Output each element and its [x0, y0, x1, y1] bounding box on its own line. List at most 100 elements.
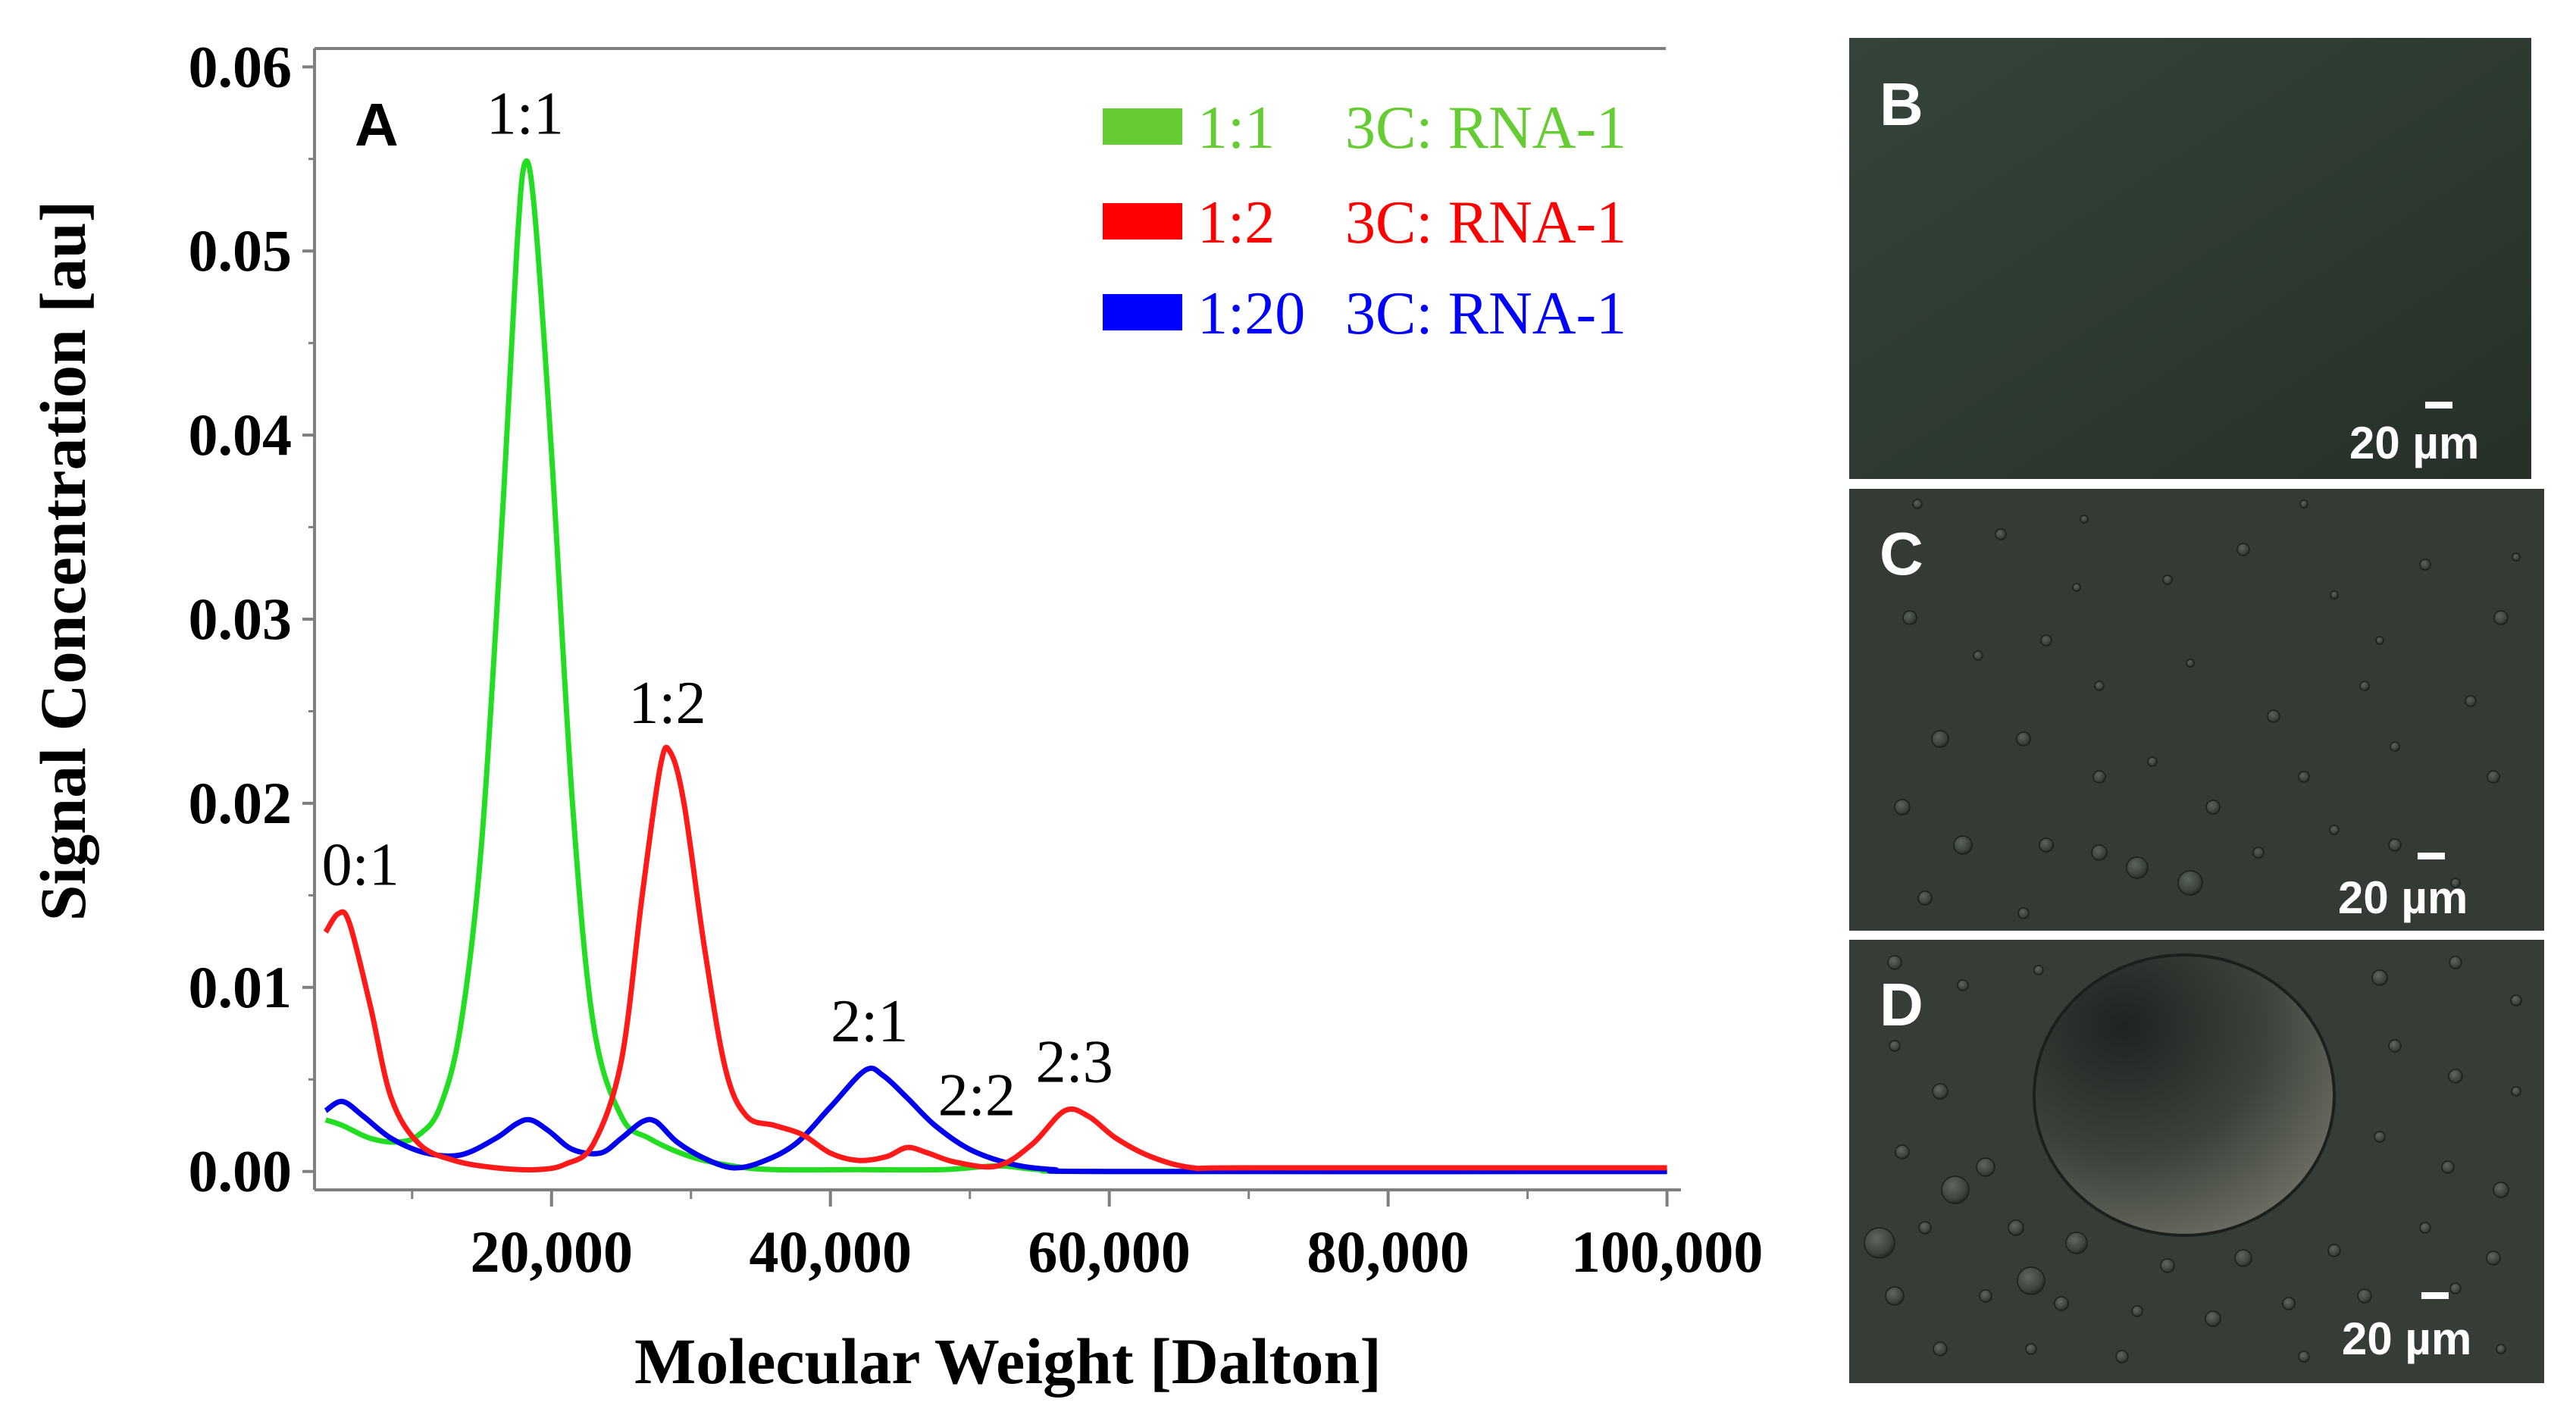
droplet [1979, 1289, 1992, 1303]
droplet [2177, 870, 2203, 896]
droplet [2493, 610, 2509, 625]
micrograph-d: D 20 µm [1849, 940, 2544, 1383]
droplet [2298, 1351, 2310, 1363]
micrograph-b: B 20 µm [1849, 38, 2531, 479]
micrograph-b-scale-bar [2425, 402, 2452, 408]
droplet [2072, 583, 2081, 592]
droplet [2234, 1249, 2252, 1267]
micrograph-c-image [1849, 489, 2544, 931]
droplet [1973, 650, 1983, 661]
droplet [1957, 979, 1969, 991]
droplet [1912, 499, 1923, 509]
legend-swatch-1-20 [1103, 294, 1182, 330]
micrograph-b-label: B [1880, 70, 1923, 138]
micrograph-b-image [1849, 38, 2531, 479]
droplet [2054, 1296, 2069, 1311]
droplet [1902, 610, 1917, 625]
peak-label-2-1: 2:1 [831, 988, 908, 1055]
droplet [2282, 1297, 2296, 1310]
legend-swatch-1-1 [1103, 108, 1182, 145]
micrograph-d-label: D [1880, 971, 1923, 1038]
droplet [2449, 956, 2462, 969]
series-line-1-20 [324, 1065, 1667, 1175]
y-tick-label-1: 0.01 [189, 954, 293, 1020]
micrograph-c-scale-bar [2418, 853, 2445, 859]
droplet [2016, 731, 2031, 747]
droplet [2147, 756, 2158, 767]
droplet [1894, 799, 1911, 815]
y-tick-label-2: 0.02 [189, 770, 293, 836]
droplet [2186, 659, 2195, 668]
droplet [1895, 1144, 1910, 1160]
droplet [2267, 709, 2280, 723]
micrograph-c-scale-label: 20 µm [2338, 872, 2468, 923]
panel-label-a: A [355, 91, 399, 158]
droplet [2039, 837, 2054, 853]
micrograph-c: C 20 µm [1849, 489, 2544, 931]
droplet [1933, 1341, 1948, 1357]
micrograph-d-image [1849, 940, 2544, 1383]
droplet [2486, 1251, 2501, 1266]
droplet [2511, 1086, 2521, 1097]
droplet [1889, 1040, 1901, 1052]
droplet [2094, 681, 2105, 691]
droplet [1941, 1175, 1970, 1204]
droplet [2448, 1069, 2463, 1084]
micrograph-d-scale-label: 20 µm [2342, 1313, 2472, 1364]
legend-desc-1-20: 3C: RNA-1 [1345, 280, 1626, 347]
droplet [2449, 1282, 2462, 1294]
droplet [2025, 1343, 2037, 1355]
droplet [1932, 1083, 1948, 1100]
droplet [2017, 1266, 2045, 1295]
peak-label-2-2: 2:2 [938, 1062, 1016, 1128]
x-tick-label-0: 20,000 [471, 1219, 634, 1285]
droplet [2080, 515, 2089, 524]
x-tick-label-3: 80,000 [1307, 1219, 1470, 1285]
droplet [1864, 1227, 1895, 1259]
droplet [2419, 559, 2431, 571]
droplet [2496, 1344, 2506, 1354]
droplet [2091, 844, 2108, 861]
x-tick-label-4: 100,000 [1571, 1219, 1764, 1285]
droplet [1953, 835, 1973, 855]
droplet [2299, 499, 2308, 509]
droplet [2487, 770, 2500, 784]
y-tick-label-0: 0.00 [189, 1138, 293, 1204]
droplet [2162, 574, 2173, 585]
droplet [1885, 1286, 1905, 1306]
droplet [2510, 994, 2522, 1006]
y-tick-label-4: 0.04 [189, 402, 293, 468]
peak-label-0-1: 0:1 [322, 832, 399, 899]
droplet [2017, 907, 2030, 919]
droplet [2465, 695, 2477, 707]
legend-desc-1-2: 3C: RNA-1 [1345, 189, 1626, 256]
droplet [2375, 636, 2384, 645]
droplet [2126, 856, 2149, 879]
droplet [2205, 800, 2221, 815]
legend-desc-1-1: 3C: RNA-1 [1345, 95, 1626, 161]
droplet [2512, 552, 2521, 562]
droplet [1995, 528, 2007, 540]
peak-label-1-1: 1:1 [487, 81, 564, 148]
droplet [2236, 543, 2250, 556]
droplet [1918, 1221, 1932, 1235]
droplet [2388, 838, 2402, 852]
droplet [1976, 1157, 1995, 1177]
droplet [2205, 1310, 2221, 1327]
droplet [2450, 878, 2461, 888]
droplet [2419, 1222, 2431, 1234]
droplet [1917, 891, 1933, 906]
droplet [2357, 1288, 2372, 1304]
droplet [2008, 1219, 2024, 1236]
large-droplet [2033, 953, 2336, 1237]
legend-ratio-1-2: 1:2 [1197, 189, 1275, 256]
droplet [2371, 969, 2388, 986]
micrograph-d-scale-bar [2421, 1292, 2449, 1299]
chart-panel-a: 0.00 0.01 0.02 0.03 0.04 0.05 0.06 20,000 40,000… [27, 33, 1764, 1398]
droplet [2115, 1350, 2129, 1363]
droplet [2374, 1131, 2386, 1143]
droplet [2390, 741, 2400, 752]
series-line-1-2 [323, 744, 1667, 1173]
x-tick-label-2: 60,000 [1028, 1219, 1191, 1285]
